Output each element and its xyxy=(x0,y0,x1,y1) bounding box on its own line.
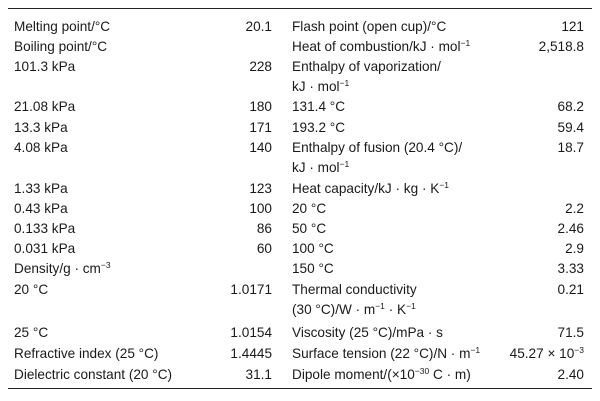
right-label-enthalpy-vaporization: Enthalpy of vaporization/ xyxy=(292,59,441,74)
left-value-density-25c: 1.0154 xyxy=(230,325,272,340)
right-label-vap-193c: 193.2 °C xyxy=(292,120,346,135)
left-value-0-43-kpa: 100 xyxy=(249,201,272,216)
right-value-enthalpy-fusion: 18.7 xyxy=(557,140,584,155)
right-label-viscosity: Viscosity (25 °C)/mPa · s xyxy=(292,325,443,340)
left-label-21-kpa: 21.08 kPa xyxy=(14,99,76,114)
left-label-101-kpa: 101.3 kPa xyxy=(14,59,76,74)
left-label-4-kpa: 4.08 kPa xyxy=(14,140,68,155)
right-label-thermal-conductivity-unit: (30 °C)/W · m−1 · K−1 xyxy=(292,301,416,317)
left-value-101-kpa: 228 xyxy=(249,59,272,74)
right-label-enthalpy-fusion-unit: kJ · mol−1 xyxy=(292,159,350,175)
right-label-surface-tension: Surface tension (22 °C)/N · m−1 xyxy=(292,345,481,361)
left-label-refractive-index: Refractive index (25 °C) xyxy=(14,346,159,361)
left-value-0-133-kpa: 86 xyxy=(256,221,272,236)
left-label-0-133-kpa: 0.133 kPa xyxy=(14,221,76,236)
left-value-1-33-kpa: 123 xyxy=(249,181,272,196)
right-label-enthalpy-vaporization-unit: kJ · mol−1 xyxy=(292,78,350,94)
right-label-dipole-moment: Dipole moment/(×10−30 C · m) xyxy=(292,366,471,382)
right-label-enthalpy-fusion: Enthalpy of fusion (20.4 °C)/ xyxy=(292,140,463,155)
left-label-density: Density/g · cm−3 xyxy=(14,260,111,276)
left-value-dielectric-constant: 31.1 xyxy=(245,367,272,382)
right-value-dipole-moment: 2.40 xyxy=(557,367,584,382)
left-value-density-20c: 1.0171 xyxy=(230,282,272,297)
right-value-surface-tension: 45.27 × 10−3 xyxy=(509,345,584,361)
right-label-thermal-conductivity: Thermal conductivity xyxy=(292,282,417,297)
right-label-vap-131c: 131.4 °C xyxy=(292,99,346,114)
right-value-hc-100c: 2.9 xyxy=(565,241,584,256)
right-label-hc-100c: 100 °C xyxy=(292,241,334,256)
left-label-melting-point: Melting point/°C xyxy=(14,19,111,34)
right-value-hc-50c: 2.46 xyxy=(557,221,584,236)
right-label-hc-50c: 50 °C xyxy=(292,221,327,236)
right-label-hc-20c: 20 °C xyxy=(292,201,327,216)
left-value-refractive-index: 1.4445 xyxy=(230,346,272,361)
right-label-flash-point: Flash point (open cup)/°C xyxy=(292,19,447,34)
left-value-4-kpa: 140 xyxy=(249,140,272,155)
left-label-dielectric-constant: Dielectric constant (20 °C) xyxy=(14,367,173,382)
left-value-21-kpa: 180 xyxy=(249,99,272,114)
right-value-hc-20c: 2.2 xyxy=(565,201,584,216)
right-value-thermal-conductivity: 0.21 xyxy=(557,282,584,297)
left-value-13-kpa: 171 xyxy=(249,120,272,135)
left-value-melting-point: 20.1 xyxy=(245,19,272,34)
right-label-heat-of-combustion: Heat of combustion/kJ · mol−1 xyxy=(292,38,471,54)
right-value-hc-150c: 3.33 xyxy=(557,261,584,276)
left-label-0-031-kpa: 0.031 kPa xyxy=(14,241,76,256)
left-value-0-031-kpa: 60 xyxy=(256,241,272,256)
right-value-heat-of-combustion: 2,518.8 xyxy=(538,39,584,54)
right-value-vap-131c: 68.2 xyxy=(557,99,584,114)
left-label-0-43-kpa: 0.43 kPa xyxy=(14,201,68,216)
left-label-density-20c: 20 °C xyxy=(14,282,49,297)
table-top-rule xyxy=(8,8,592,9)
left-label-boiling-point: Boiling point/°C xyxy=(14,39,108,54)
left-label-13-kpa: 13.3 kPa xyxy=(14,120,68,135)
left-label-density-25c: 25 °C xyxy=(14,325,49,340)
right-value-flash-point: 121 xyxy=(561,19,584,34)
right-value-vap-193c: 59.4 xyxy=(557,120,584,135)
left-label-1-33-kpa: 1.33 kPa xyxy=(14,181,68,196)
table-bottom-rule xyxy=(8,388,592,389)
right-value-viscosity: 71.5 xyxy=(557,325,584,340)
right-label-heat-capacity: Heat capacity/kJ · kg · K−1 xyxy=(292,180,450,196)
right-label-hc-150c: 150 °C xyxy=(292,261,334,276)
